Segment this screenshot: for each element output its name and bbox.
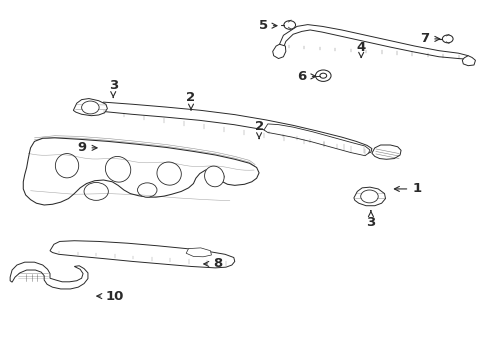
Polygon shape (10, 262, 88, 289)
Polygon shape (272, 44, 285, 59)
Ellipse shape (204, 166, 224, 187)
Text: 5: 5 (258, 19, 276, 32)
Circle shape (360, 190, 377, 203)
Polygon shape (461, 56, 474, 66)
Ellipse shape (105, 157, 130, 182)
Text: 9: 9 (77, 141, 97, 154)
Ellipse shape (55, 154, 79, 178)
Polygon shape (50, 241, 234, 268)
Circle shape (284, 21, 295, 29)
Text: 6: 6 (297, 70, 315, 83)
Circle shape (84, 183, 108, 201)
Text: 10: 10 (97, 289, 124, 303)
Polygon shape (353, 187, 385, 206)
Polygon shape (96, 102, 371, 154)
Polygon shape (371, 145, 400, 159)
Circle shape (442, 35, 452, 43)
Text: 7: 7 (419, 32, 439, 45)
Circle shape (315, 70, 330, 81)
Text: 4: 4 (356, 41, 365, 58)
Circle shape (137, 183, 157, 197)
Text: 3: 3 (108, 79, 118, 98)
Text: 2: 2 (186, 91, 195, 110)
Text: 8: 8 (203, 257, 222, 270)
Polygon shape (73, 99, 107, 116)
Text: 1: 1 (394, 183, 421, 195)
Text: 3: 3 (366, 211, 375, 229)
Polygon shape (23, 138, 259, 205)
Polygon shape (279, 24, 467, 59)
Ellipse shape (157, 162, 181, 185)
Circle shape (319, 73, 326, 78)
Text: 2: 2 (254, 120, 263, 139)
Circle shape (81, 101, 99, 114)
Polygon shape (186, 248, 211, 257)
Polygon shape (264, 124, 369, 156)
